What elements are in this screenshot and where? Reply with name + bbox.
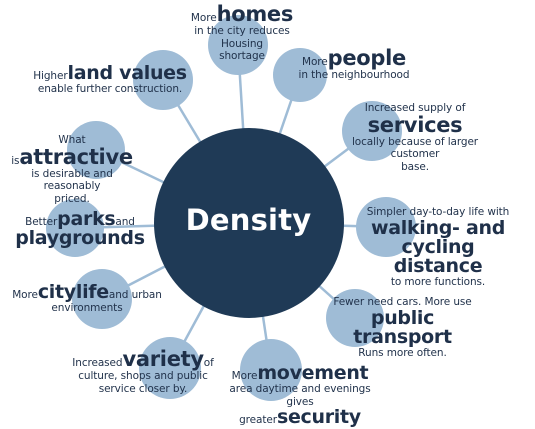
label-variety: Increasedvarietyof culture, shops and pu… (68, 349, 218, 395)
transport-pre: Fewer need cars. More use (333, 296, 472, 308)
parks-post: and (115, 216, 135, 228)
walking-key: walking- and cycling (370, 216, 505, 258)
walking-pre: Simpler day-to-day life with (366, 206, 510, 218)
label-services: Increased supply of services locally bec… (330, 102, 500, 173)
satellite-parks (46, 199, 104, 257)
satellite-homes (208, 15, 268, 75)
satellite-attractive (67, 121, 125, 179)
parks-line2: playgrounds (15, 227, 145, 249)
citylife-post: and urban (108, 289, 162, 301)
transport-line2: Runs more often. (358, 346, 447, 359)
homes-key: homes (216, 2, 294, 26)
center-label: Density (185, 203, 312, 237)
variety-pre: Increased (72, 357, 123, 369)
walking-line2: to more functions. (390, 275, 486, 288)
services-key: services (367, 112, 463, 137)
label-movement: Moremovement area daytime and evenings g… (225, 364, 375, 427)
satellite-movement (240, 339, 302, 401)
variety-key: variety (122, 347, 204, 371)
label-walking: Simpler day-to-day life with walking- an… (343, 206, 533, 288)
landvalues-key: land values (67, 62, 188, 84)
people-line2: in the neighbourhood (298, 69, 410, 81)
satellite-transport (326, 289, 384, 347)
parks-pre: Better (25, 216, 58, 228)
citylife-key: citylife (37, 281, 109, 303)
services-pre: Increased supply of (364, 102, 466, 114)
attractive-pre: What is (11, 134, 86, 167)
label-transport: Fewer need cars. More use public transpo… (320, 296, 485, 359)
movement-line3: gives greater (239, 395, 314, 427)
services-line3: base. (401, 160, 429, 173)
attractive-key: attractive (19, 144, 133, 169)
citylife-line2: environments (51, 302, 123, 314)
satellite-citylife (72, 269, 132, 329)
attractive-line2: is desirable and reasonably (31, 167, 113, 193)
security-key: security (276, 406, 361, 429)
label-citylife: Morecitylifeand urban environments (12, 283, 162, 315)
landvalues-line2: enable further construction. (37, 83, 183, 95)
movement-line2: area daytime and evenings (229, 383, 371, 395)
satellite-landvalues (133, 50, 193, 110)
homes-line2: in the city reduces Housing (194, 25, 290, 50)
label-homes: Morehomes in the city reduces Housing sh… (172, 4, 312, 63)
satellites (46, 15, 416, 401)
center-circle (154, 128, 344, 318)
people-key: people (327, 46, 407, 70)
satellite-people (273, 48, 327, 102)
variety-post: of (203, 357, 214, 369)
landvalues-pre: Higher (33, 70, 68, 82)
citylife-pre: More (12, 289, 38, 301)
satellite-services (342, 101, 402, 161)
walking-key2: distance (393, 254, 483, 277)
movement-pre: More (231, 370, 258, 382)
homes-pre: More (190, 12, 217, 24)
homes-line3: shortage (219, 50, 265, 63)
attractive-line3: priced. (54, 192, 90, 205)
satellite-walking (356, 197, 416, 257)
variety-line2: culture, shops and public (78, 370, 208, 382)
satellite-variety (139, 337, 201, 399)
people-pre: More (301, 56, 328, 68)
label-people: Morepeople in the neighbourhood (289, 48, 419, 82)
parks-key: parks (57, 208, 116, 230)
label-attractive: What isattractive is desirable and reaso… (2, 134, 142, 205)
label-landvalues: Higherland values enable further constru… (30, 64, 190, 96)
label-parks: Betterparksand playgrounds (15, 210, 145, 248)
transport-key: public transport (353, 306, 452, 348)
movement-key: movement (257, 362, 369, 384)
services-line2: locally because of larger customer (351, 135, 479, 161)
variety-line3: service closer by. (98, 382, 188, 395)
